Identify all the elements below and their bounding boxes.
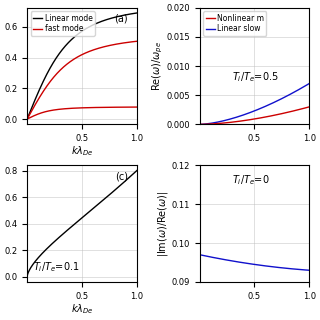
X-axis label: $k\lambda_{De}$: $k\lambda_{De}$ [71, 302, 93, 316]
Legend: Nonlinear m, Linear slow: Nonlinear m, Linear slow [203, 12, 266, 36]
Text: (c): (c) [115, 171, 128, 181]
X-axis label: $k\lambda_{De}$: $k\lambda_{De}$ [71, 144, 93, 158]
Y-axis label: Re($\omega$)/$\omega_{pe}$: Re($\omega$)/$\omega_{pe}$ [150, 41, 165, 91]
Text: $T_i/T_e$=0: $T_i/T_e$=0 [232, 173, 270, 187]
Legend: Linear mode, fast mode: Linear mode, fast mode [31, 12, 95, 36]
Y-axis label: |Im($\omega$)/Re($\omega$)|: |Im($\omega$)/Re($\omega$)| [156, 190, 170, 257]
Text: $T_i/T_e$=0.5: $T_i/T_e$=0.5 [232, 70, 279, 84]
Text: (a): (a) [115, 13, 128, 23]
Text: $T_i/T_e$=0.1: $T_i/T_e$=0.1 [33, 260, 79, 274]
